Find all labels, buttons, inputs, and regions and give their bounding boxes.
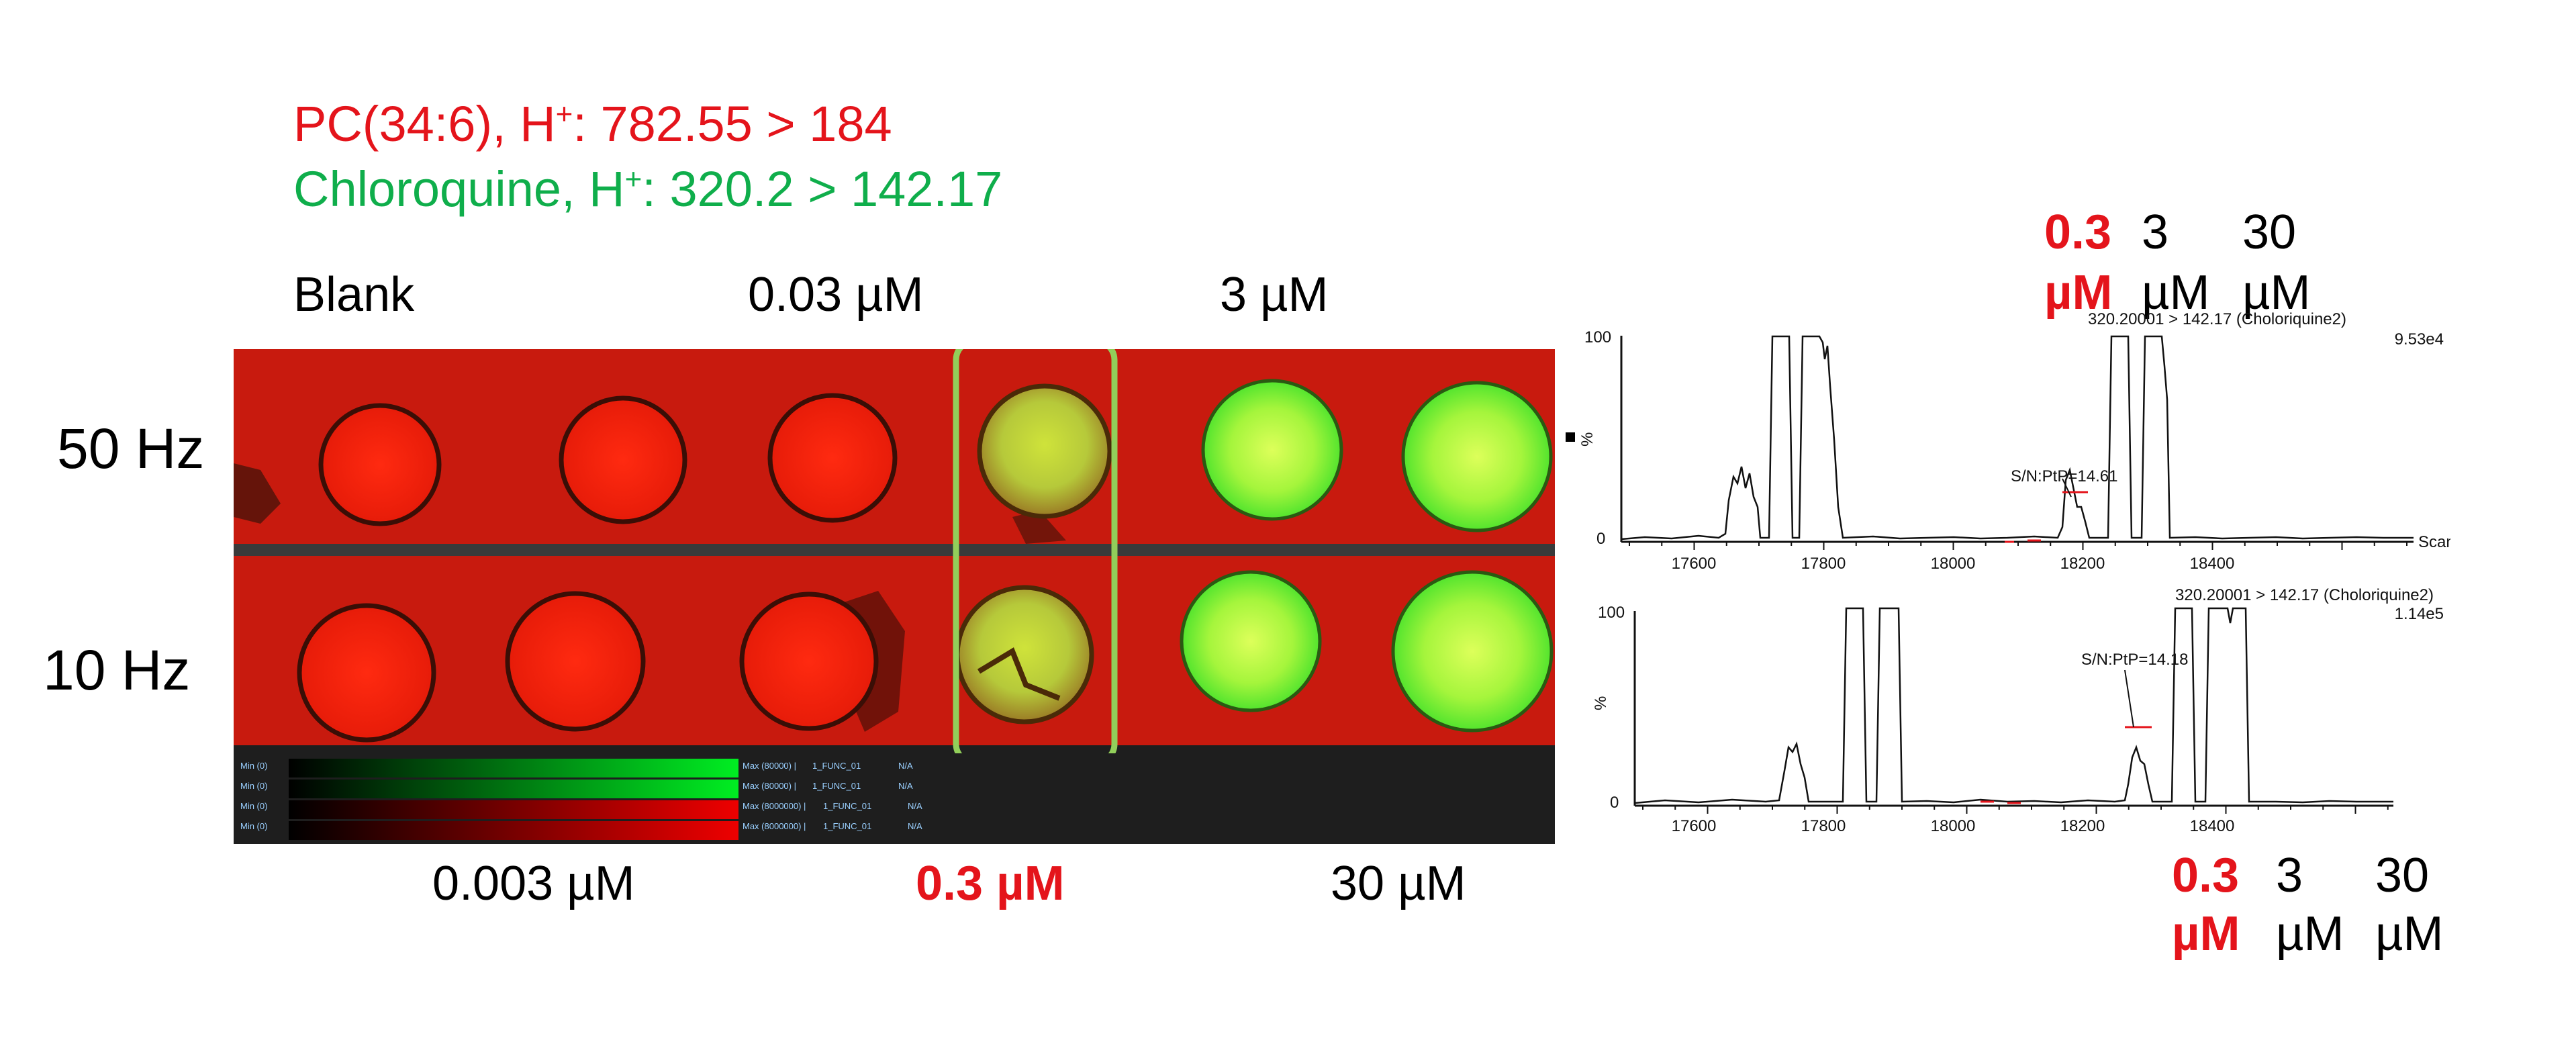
legend-row-4: Min (0) Max (8000000) | 1_FUNC_01 N/A [240, 821, 922, 840]
top-x-tick-18200: 18200 [2060, 555, 2105, 571]
top-x-tick-18400: 18400 [2190, 555, 2235, 571]
chromatogram-top: 320.20001 > 142.17 (Choloriquine2) 9.53e… [1578, 310, 2450, 571]
spot-10hz-3 [1180, 570, 1322, 712]
legend-bar-3 [289, 800, 738, 819]
label-0-03: 0.03 µM [748, 268, 924, 322]
legend-row-1: Min (0) Max (80000) | 1_FUNC_01 N/A [240, 759, 913, 777]
label-3: 3 µM [1220, 268, 1329, 322]
legend-min-4: Min (0) [240, 821, 267, 831]
legend-bar-1 [289, 759, 738, 777]
top-trace-intensity: 9.53e4 [2395, 330, 2444, 348]
top-conc-0-3-unit: µM [2044, 266, 2113, 320]
legend-na-2: N/A [898, 781, 913, 791]
bot-x-tick-18400: 18400 [2190, 817, 2235, 831]
row-label-50hz: 50 Hz [57, 417, 205, 480]
spot-50hz-0-003 [559, 395, 687, 524]
bot-conc-0-3-unit: µM [2172, 907, 2240, 961]
spot-50hz-blank [318, 403, 442, 526]
title-cq-text: Chloroquine, H [293, 161, 625, 217]
top-x-unit: Scan [2418, 533, 2450, 551]
bot-trace-header: 320.20001 > 142.17 (Choloriquine2) [2175, 586, 2434, 604]
spot-10hz-30 [1391, 570, 1554, 733]
top-conc-30-unit: µM [2242, 266, 2311, 320]
bot-x-tick-17600: 17600 [1672, 817, 1717, 831]
bot-trace [1634, 607, 2393, 804]
legend-row-3: Min (0) Max (8000000) | 1_FUNC_01 N/A [240, 800, 922, 819]
top-y-100: 100 [1584, 328, 1611, 346]
ms-imaging-panel: Min (0) Max (80000) | 1_FUNC_01 N/A Min … [234, 349, 1555, 844]
legend-max-3: Max (8000000) | [743, 801, 806, 811]
legend-bar-4 [289, 821, 738, 840]
spot-10hz-0-3 [955, 585, 1094, 724]
bot-conc-3-num: 3 [2276, 849, 2303, 902]
legend-min-2: Min (0) [240, 781, 267, 791]
spot-10hz-0-003 [505, 591, 646, 732]
title-chloroquine: Chloroquine, H+: 320.2 > 142.17 [293, 164, 1002, 214]
chromatogram-bottom: 320.20001 > 142.17 (Choloriquine2) 1.14e… [1592, 586, 2444, 831]
top-conc-30-num: 30 [2242, 205, 2297, 259]
bot-y-0: 0 [1610, 794, 1619, 812]
legend-func-4: 1_FUNC_01 [823, 821, 871, 831]
title-cq-mrm: : 320.2 > 142.17 [642, 161, 1003, 217]
spot-10hz-0-03 [739, 592, 879, 731]
top-conc-3-num: 3 [2142, 205, 2169, 259]
spot-50hz-0-3 [977, 383, 1112, 519]
legend-min-3: Min (0) [240, 801, 267, 811]
bot-y-unit: % [1592, 696, 1610, 710]
bot-y-100: 100 [1598, 604, 1625, 622]
bot-conc-30-unit: µM [2375, 907, 2444, 961]
legend-na-3: N/A [908, 801, 922, 811]
top-x-tick-17800: 17800 [1801, 555, 1846, 571]
label-0-003: 0.003 µM [432, 857, 635, 910]
top-y-0: 0 [1596, 530, 1605, 548]
row-label-10hz: 10 Hz [43, 639, 191, 702]
legend-func-2: 1_FUNC_01 [812, 781, 861, 791]
spot-50hz-3 [1201, 379, 1343, 521]
bot-x-tick-18200: 18200 [2060, 817, 2105, 831]
title-pc-text: PC(34:6), H [293, 96, 556, 152]
row-divider [234, 544, 1555, 556]
top-x-tick-18000: 18000 [1931, 555, 1976, 571]
intensity-legend: Min (0) Max (80000) | 1_FUNC_01 N/A Min … [234, 753, 1555, 844]
bot-conc-3-unit: µM [2276, 907, 2344, 961]
legend-max-1: Max (80000) | [743, 761, 796, 771]
legend-na-1: N/A [898, 761, 913, 771]
label-blank: Blank [293, 268, 415, 322]
bot-conc-0-3-num: 0.3 [2172, 849, 2240, 902]
title-cq-sup: + [624, 162, 642, 196]
spot-50hz-30 [1401, 381, 1553, 532]
bot-conc-30-num: 30 [2375, 849, 2430, 902]
legend-min-1: Min (0) [240, 761, 267, 771]
bot-trace-intensity: 1.14e5 [2395, 605, 2444, 623]
top-trace-header: 320.20001 > 142.17 (Choloriquine2) [2088, 310, 2346, 328]
bot-sn-label: S/N:PtP=14.18 [2081, 651, 2188, 669]
spot-50hz-0-03 [767, 393, 898, 523]
top-y-unit: % [1578, 432, 1596, 446]
legend-na-4: N/A [908, 821, 922, 831]
legend-max-2: Max (80000) | [743, 781, 796, 791]
legend-func-1: 1_FUNC_01 [812, 761, 861, 771]
title-pc-sup: + [555, 97, 573, 131]
legend-bar-2 [289, 780, 738, 798]
top-trace [1621, 335, 2414, 540]
top-conc-0-3-num: 0.3 [2044, 205, 2112, 259]
label-0-3-highlight: 0.3 µM [916, 857, 1065, 910]
bot-x-tick-18000: 18000 [1931, 817, 1976, 831]
legend-row-2: Min (0) Max (80000) | 1_FUNC_01 N/A [240, 780, 913, 798]
legend-func-3: 1_FUNC_01 [823, 801, 871, 811]
spot-10hz-blank [297, 603, 436, 743]
marker-square [1566, 432, 1575, 442]
legend-max-4: Max (8000000) | [743, 821, 806, 831]
label-30: 30 µM [1331, 857, 1466, 910]
title-pc: PC(34:6), H+: 782.55 > 184 [293, 99, 892, 149]
top-conc-3-unit: µM [2142, 266, 2210, 320]
top-x-tick-17600: 17600 [1672, 555, 1717, 571]
bot-x-tick-17800: 17800 [1801, 817, 1846, 831]
title-pc-mrm: : 782.55 > 184 [573, 96, 892, 152]
